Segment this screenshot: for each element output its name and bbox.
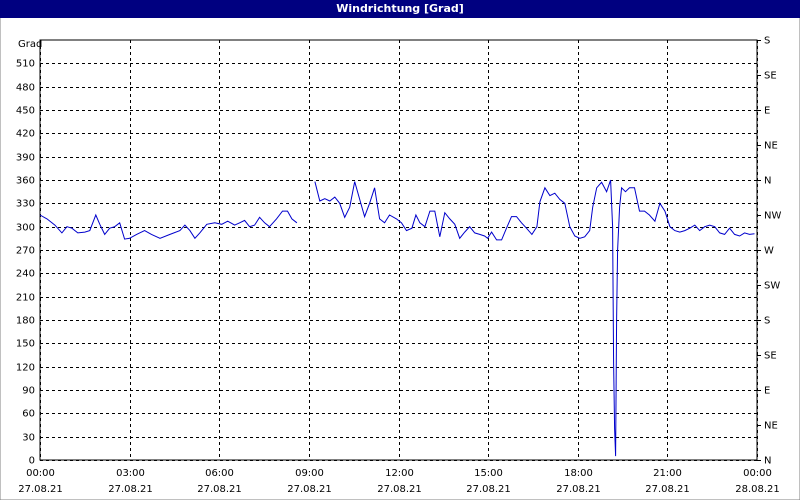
x-tick-date: 27.08.21 [466,484,511,495]
y-tick-label: 510 [16,59,35,70]
y2-tick-label: SE [764,351,777,362]
x-tick-label: 18:00 [564,468,593,479]
y-tick-label: 420 [16,129,35,140]
x-tick-label: 06:00 [205,468,234,479]
y-tick-label: 270 [16,246,35,257]
y-tick-label: 120 [16,363,35,374]
x-tick-label: 00:00 [26,468,55,479]
x-tick-date: 27.08.21 [197,484,242,495]
data-line [39,179,755,457]
y-tick-label: 0 [29,456,35,467]
chart-title: Windrichtung [Grad] [336,2,464,15]
x-tick-date: 27.08.21 [645,484,690,495]
y2-tick-label: N [764,456,771,467]
x-tick-label: 12:00 [385,468,414,479]
y2-tick-label: S [764,316,770,327]
y-axis-label: Grad [18,39,42,50]
y-tick-label: 210 [16,293,35,304]
title-bar [0,0,800,18]
y2-tick-label: S [764,36,770,47]
y-tick-label: 450 [16,106,35,117]
y-tick-label: 480 [16,83,35,94]
y-tick-label: 180 [16,316,35,327]
x-tick-label: 21:00 [653,468,682,479]
x-tick-date: 27.08.21 [18,484,63,495]
y-tick-label: 330 [16,199,35,210]
y2-tick-label: NE [764,421,778,432]
x-tick-label: 03:00 [116,468,145,479]
x-tick-date: 27.08.21 [377,484,422,495]
x-tick-date: 27.08.21 [108,484,153,495]
y2-tick-label: NE [764,141,778,152]
y-tick-label: 360 [16,176,35,187]
y2-tick-label: NW [764,211,781,222]
y-tick-label: 300 [16,223,35,234]
y2-tick-label: E [764,386,770,397]
y-tick-label: 390 [16,153,35,164]
y2-tick-label: E [764,106,770,117]
y-tick-label: 90 [22,386,35,397]
x-tick-label: 09:00 [295,468,324,479]
y-tick-label: 240 [16,269,35,280]
y2-tick-label: SW [764,281,780,292]
x-tick-date: 27.08.21 [287,484,332,495]
x-tick-date: 28.08.21 [735,484,780,495]
x-tick-label: 00:00 [743,468,772,479]
y2-tick-label: W [764,246,774,257]
x-tick-date: 27.08.21 [556,484,601,495]
y-tick-label: 30 [22,433,35,444]
y-tick-label: 60 [22,409,35,420]
x-tick-label: 15:00 [474,468,503,479]
y2-tick-label: N [764,176,771,187]
y2-tick-label: SE [764,71,777,82]
y-tick-label: 150 [16,339,35,350]
